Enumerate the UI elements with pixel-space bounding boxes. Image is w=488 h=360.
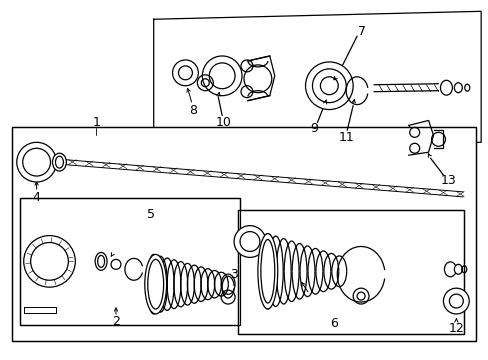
Circle shape xyxy=(172,60,198,86)
Circle shape xyxy=(24,235,75,287)
Text: 2: 2 xyxy=(112,315,120,328)
Ellipse shape xyxy=(95,252,107,270)
Ellipse shape xyxy=(444,262,455,277)
Circle shape xyxy=(305,62,352,109)
Circle shape xyxy=(17,142,56,182)
Bar xyxy=(12,127,475,341)
Bar xyxy=(20,198,240,325)
Bar xyxy=(238,210,463,334)
Polygon shape xyxy=(153,11,480,150)
Ellipse shape xyxy=(257,234,277,309)
Circle shape xyxy=(234,226,265,257)
Bar xyxy=(12,127,475,341)
Ellipse shape xyxy=(144,255,166,314)
Text: 6: 6 xyxy=(330,318,338,330)
Bar xyxy=(238,210,463,334)
Ellipse shape xyxy=(52,153,66,171)
Text: 4: 4 xyxy=(33,192,41,204)
Ellipse shape xyxy=(453,264,461,274)
Text: 5: 5 xyxy=(146,208,154,221)
Bar xyxy=(20,198,240,325)
Text: 13: 13 xyxy=(440,174,455,186)
Text: 7: 7 xyxy=(357,24,366,38)
Text: 11: 11 xyxy=(338,131,353,144)
Text: 12: 12 xyxy=(447,322,463,336)
Text: 9: 9 xyxy=(310,122,318,135)
Text: 3: 3 xyxy=(230,268,238,281)
Circle shape xyxy=(443,288,468,314)
Text: 10: 10 xyxy=(215,116,231,129)
Text: 8: 8 xyxy=(189,104,197,117)
Text: 1: 1 xyxy=(92,116,100,129)
